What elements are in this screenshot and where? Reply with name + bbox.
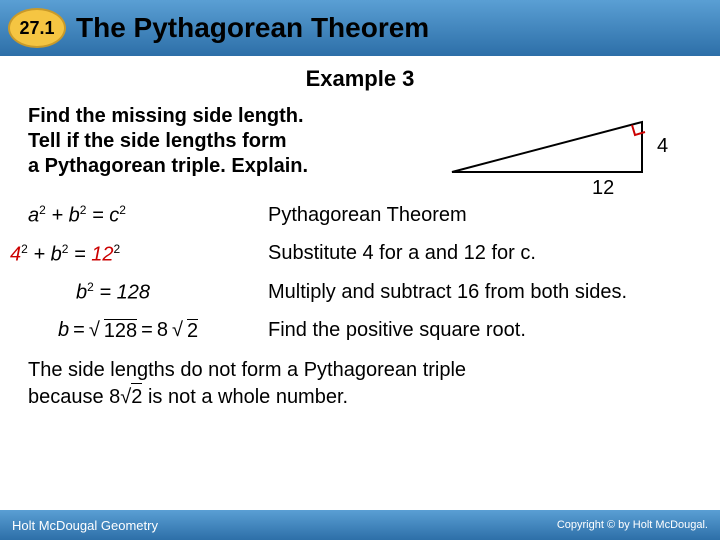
example-label: Example 3 [0,66,720,92]
step-reason: Substitute 4 for a and 12 for c. [268,242,536,265]
section-badge: 27.1 [8,8,66,48]
triangle-diagram: 4 12 [442,102,692,202]
footer-right: Copyright © by Holt McDougal. [557,519,708,531]
step-reason: Multiply and subtract 16 from both sides… [268,281,627,304]
equation: a2 + b2 = c2 [28,203,268,228]
prompt-line: Find the missing side length. [28,104,448,129]
equation: b2 = 128 [28,280,268,305]
side-label-a: 4 [657,135,668,157]
section-number: 27.1 [19,18,54,39]
step-row: b = √128 = 8√2 Find the positive square … [28,319,692,343]
step-reason: Pythagorean Theorem [268,204,467,227]
equation: 42 + b2 = 122 [10,242,268,267]
solution-steps: a2 + b2 = c2 Pythagorean Theorem 42 + b2… [28,203,692,343]
problem-prompt: Find the missing side length. Tell if th… [28,104,448,179]
triangle-svg: 4 12 [442,102,692,202]
header-bar: 27.1 The Pythagorean Theorem [0,0,720,56]
content-area: Find the missing side length. Tell if th… [0,92,720,410]
step-row: b2 = 128 Multiply and subtract 16 from b… [28,280,692,305]
side-label-c: 12 [592,177,614,199]
prompt-line: Tell if the side lengths form [28,129,448,154]
equation: b = √128 = 8√2 [28,319,268,343]
footer-left: Holt McDougal Geometry [12,518,158,533]
conclusion-line1: The side lengths do not form a Pythagore… [28,357,692,383]
page-title: The Pythagorean Theorem [76,12,429,44]
conclusion-text: The side lengths do not form a Pythagore… [28,357,692,410]
footer-bar: Holt McDougal Geometry Copyright © by Ho… [0,510,720,540]
step-row: 42 + b2 = 122 Substitute 4 for a and 12 … [28,242,692,267]
prompt-line: a Pythagorean triple. Explain. [28,154,448,179]
step-row: a2 + b2 = c2 Pythagorean Theorem [28,203,692,228]
conclusion-line2: because 8√2 is not a whole number. [28,383,692,410]
step-reason: Find the positive square root. [268,319,526,342]
